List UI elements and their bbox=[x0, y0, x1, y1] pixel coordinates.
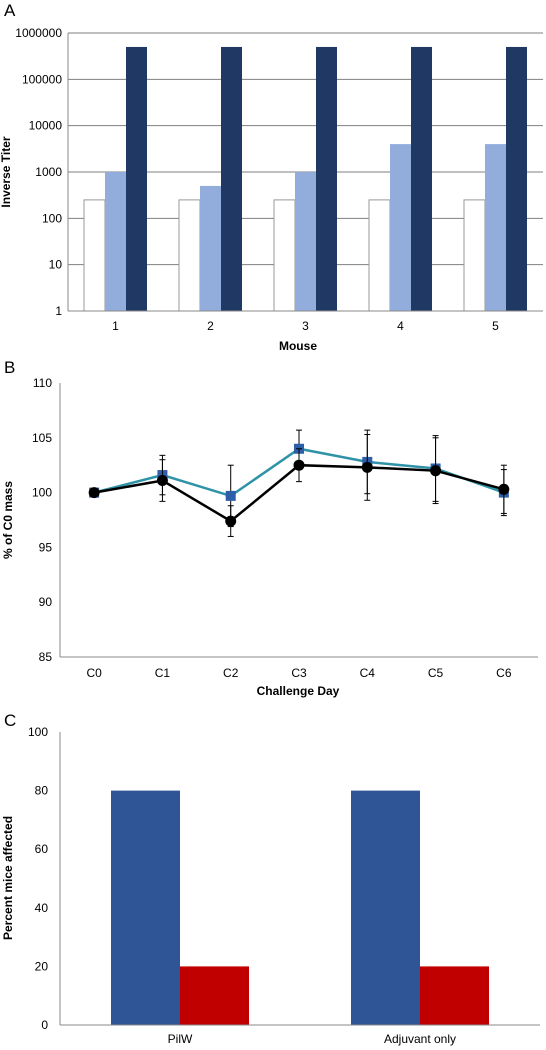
panel-a-x-tick-label: 5 bbox=[492, 319, 499, 333]
panel-c-bar bbox=[180, 966, 249, 1025]
panel-c-y-tick-label: 60 bbox=[35, 842, 49, 856]
panel-c-y-tick-label: 40 bbox=[35, 901, 49, 915]
panel-a-bar bbox=[221, 46, 242, 311]
panel-b: B 85 90 95 100 105 110 C0 C1 C2 C3 C4 C5 C6 Challen… bbox=[1, 358, 538, 698]
panel-b-series-2 bbox=[88, 434, 510, 537]
panel-c-bars bbox=[111, 790, 489, 1025]
panel-a-y-axis-title: Inverse Titer bbox=[0, 136, 13, 207]
panel-b-x-axis-title: Challenge Day bbox=[257, 684, 340, 698]
panel-c-y-tick-label: 100 bbox=[28, 725, 48, 739]
panel-b-x-tick-label: C0 bbox=[86, 666, 102, 680]
panel-c-y-tick-label: 0 bbox=[41, 1018, 48, 1032]
panel-a-bar bbox=[200, 185, 221, 311]
panel-a-bar bbox=[368, 199, 391, 312]
panel-a-y-tick-label: 1000000 bbox=[15, 26, 62, 40]
panel-a-x-tick-label: 1 bbox=[112, 319, 119, 333]
panel-a-x-tick-label: 3 bbox=[302, 319, 309, 333]
panel-b-y-tick-labels: 85 90 95 100 105 110 bbox=[32, 376, 52, 664]
panel-b-square-marker bbox=[225, 490, 236, 501]
panel-b-y-tick-label: 105 bbox=[32, 431, 52, 445]
panel-c-x-tick-label: PilW bbox=[168, 1032, 193, 1046]
panel-c-y-tick-label: 20 bbox=[35, 959, 49, 973]
panel-b-letter: B bbox=[4, 358, 15, 377]
panel-b-y-axis-title: % of C0 mass bbox=[1, 481, 15, 559]
panel-c-bar bbox=[420, 966, 489, 1025]
panel-a-bar bbox=[273, 199, 296, 312]
panel-a-bar bbox=[83, 199, 106, 312]
panel-a-bars bbox=[83, 46, 527, 312]
panel-b-x-tick-label: C3 bbox=[291, 666, 307, 680]
panel-b-x-tick-label: C4 bbox=[360, 666, 376, 680]
panel-b-x-tick-labels: C0 C1 C2 C3 C4 C5 C6 bbox=[86, 666, 511, 680]
panel-a-x-tick-label: 2 bbox=[207, 319, 214, 333]
panel-c: C 0 20 40 60 80 100 PilW Adjuvant only Percent… bbox=[1, 711, 540, 1046]
panel-a-y-tick-label: 100 bbox=[42, 211, 62, 225]
panel-a-bar bbox=[506, 46, 527, 311]
panel-b-x-tick-label: C6 bbox=[496, 666, 512, 680]
panel-c-y-tick-label: 80 bbox=[35, 784, 49, 798]
panel-b-series bbox=[88, 429, 510, 537]
panel-a-y-tick-label: 100000 bbox=[22, 72, 62, 86]
panel-a-y-tick-label: 1000 bbox=[35, 165, 62, 179]
panel-c-x-tick-label: Adjuvant only bbox=[384, 1032, 456, 1046]
panel-a-bar bbox=[126, 46, 147, 311]
panel-b-circle-marker bbox=[361, 461, 373, 473]
panel-a-y-tick-labels: 1 10 100 1000 10000 100000 1000000 bbox=[15, 26, 62, 318]
panel-b-x-tick-label: C2 bbox=[223, 666, 239, 680]
panel-b-y-tick-label: 85 bbox=[39, 650, 53, 664]
panel-a-bar bbox=[316, 46, 337, 311]
panel-b-y-tick-label: 100 bbox=[32, 486, 52, 500]
panel-b-circle-marker bbox=[430, 465, 442, 477]
panel-c-y-axis-title: Percent mice affected bbox=[1, 816, 15, 940]
panel-b-x-tick-label: C5 bbox=[428, 666, 444, 680]
panel-b-circle-marker bbox=[88, 487, 100, 499]
panel-a-bar bbox=[178, 199, 201, 312]
panel-a-y-tick-label: 1 bbox=[55, 304, 62, 318]
panel-a-x-tick-label: 4 bbox=[397, 319, 404, 333]
panel-b-y-tick-label: 110 bbox=[33, 376, 52, 390]
panel-b-y-tick-label: 90 bbox=[39, 595, 53, 609]
panel-a-bar bbox=[411, 46, 432, 311]
panel-b-circle-marker bbox=[293, 459, 305, 471]
panel-a-bar bbox=[105, 172, 126, 311]
panel-b-circle-marker bbox=[498, 483, 510, 495]
panel-a-bar bbox=[485, 144, 506, 311]
panel-a-y-tick-label: 10 bbox=[49, 258, 63, 272]
panel-c-letter: C bbox=[4, 711, 16, 730]
panel-a-x-tick-labels: 1 2 3 4 5 bbox=[112, 319, 499, 333]
panel-c-x-tick-labels: PilW Adjuvant only bbox=[168, 1032, 456, 1046]
panel-c-bar bbox=[351, 790, 420, 1025]
panel-c-bar bbox=[111, 790, 180, 1025]
panel-a-bar bbox=[390, 144, 411, 311]
panel-a-x-axis-title: Mouse bbox=[279, 339, 317, 353]
panel-a-letter: A bbox=[4, 1, 16, 20]
panel-b-circle-marker bbox=[225, 515, 237, 527]
panel-c-y-tick-labels: 0 20 40 60 80 100 bbox=[28, 725, 48, 1032]
panel-a: A 1 10 100 1000 10000 100000 1000000 1 2 3 4 5 Mou… bbox=[0, 1, 543, 353]
panel-b-circle-marker bbox=[156, 475, 168, 487]
panel-a-bar bbox=[463, 199, 486, 312]
panel-a-y-tick-label: 10000 bbox=[29, 119, 63, 133]
panel-b-x-tick-label: C1 bbox=[155, 666, 171, 680]
panel-b-y-tick-label: 95 bbox=[39, 540, 53, 554]
panel-a-bar bbox=[295, 172, 316, 311]
